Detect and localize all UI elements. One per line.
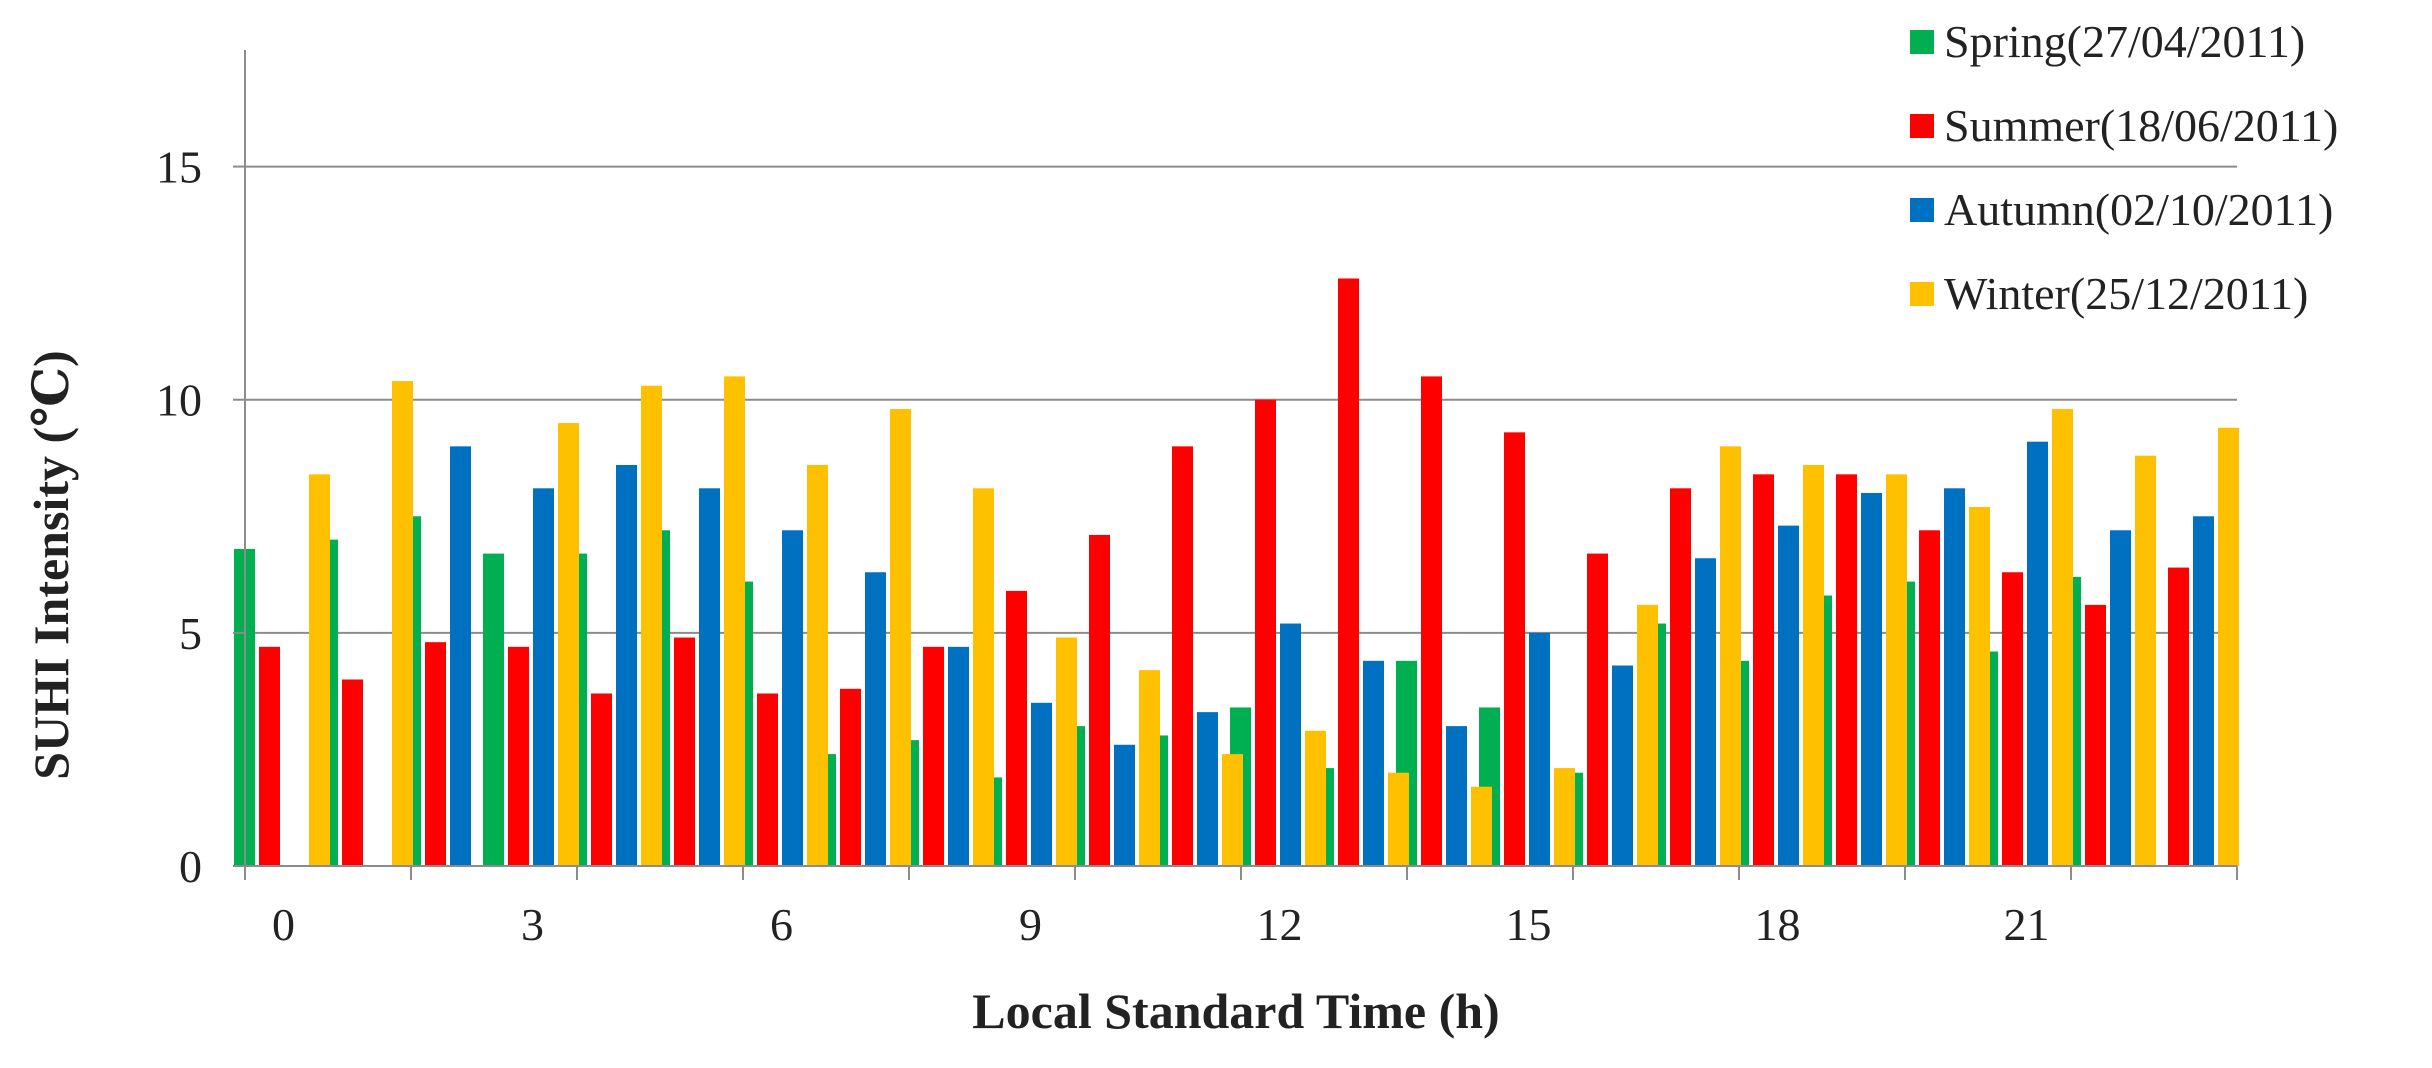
bar-summer-8 <box>923 646 944 866</box>
bar-winter-7 <box>890 409 911 866</box>
bar-autumn-5 <box>699 488 720 866</box>
bar-summer-11 <box>1172 446 1193 866</box>
bar-summer-16 <box>1587 553 1608 866</box>
bar-autumn-3 <box>533 488 554 866</box>
x-tick-label-18: 18 <box>1755 899 1801 950</box>
y-tick-label-10: 10 <box>156 375 202 426</box>
bar-autumn-6 <box>782 530 803 866</box>
bars <box>234 278 2239 867</box>
bar-summer-6 <box>757 693 778 866</box>
bar-autumn-19 <box>1861 492 1882 866</box>
legend: Spring(27/04/2011) Summer(18/06/2011) Autu… <box>1910 16 2338 319</box>
x-tick-label-0: 0 <box>272 899 295 950</box>
x-tick-labels: 0 3 6 9 12 15 18 21 <box>272 899 2050 950</box>
x-tick-label-21: 21 <box>2004 899 2050 950</box>
legend-label-winter: Winter(25/12/2011) <box>1944 268 2308 319</box>
bar-summer-20 <box>1919 530 1940 866</box>
bar-summer-21 <box>2002 572 2023 866</box>
bar-autumn-8 <box>948 646 969 866</box>
bar-winter-15 <box>1554 768 1575 866</box>
bar-summer-3 <box>508 646 529 866</box>
bar-summer-18 <box>1753 474 1774 866</box>
x-tick-label-12: 12 <box>1257 899 1303 950</box>
y-tick-labels: 0 5 10 15 <box>156 142 202 892</box>
bar-winter-5 <box>724 376 745 866</box>
bar-summer-10 <box>1089 534 1110 866</box>
bar-summer-2 <box>425 642 446 866</box>
axes <box>233 50 2238 880</box>
bar-autumn-11 <box>1197 712 1218 866</box>
legend-swatch-winter <box>1910 282 1934 306</box>
bar-autumn-10 <box>1114 744 1135 866</box>
bar-summer-15 <box>1504 432 1525 866</box>
legend-label-summer: Summer(18/06/2011) <box>1944 100 2338 151</box>
bar-summer-5 <box>674 637 695 866</box>
bar-summer-7 <box>840 688 861 866</box>
bar-autumn-12 <box>1280 623 1301 866</box>
bar-winter-16 <box>1637 604 1658 866</box>
x-tick-label-15: 15 <box>1506 899 1552 950</box>
bar-winter-22 <box>2135 455 2156 866</box>
bar-autumn-15 <box>1529 632 1550 866</box>
y-tick-label-5: 5 <box>179 608 202 659</box>
bar-autumn-22 <box>2110 530 2131 866</box>
legend-swatch-autumn <box>1910 198 1934 222</box>
bar-spring-3 <box>483 553 504 866</box>
bar-autumn-7 <box>865 572 886 866</box>
bar-winter-0 <box>309 474 330 866</box>
x-tick-label-9: 9 <box>1019 899 1042 950</box>
x-tick-label-6: 6 <box>770 899 793 950</box>
bar-winter-12 <box>1305 730 1326 866</box>
bar-winter-19 <box>1886 474 1907 866</box>
bar-winter-4 <box>641 385 662 866</box>
legend-label-autumn: Autumn(02/10/2011) <box>1944 184 2333 235</box>
bar-autumn-23 <box>2193 516 2214 866</box>
bar-summer-22 <box>2085 604 2106 866</box>
bar-summer-13 <box>1338 278 1359 867</box>
x-tick-label-3: 3 <box>521 899 544 950</box>
bar-winter-18 <box>1803 464 1824 866</box>
bar-autumn-9 <box>1031 702 1052 866</box>
bar-winter-3 <box>558 423 579 866</box>
y-tick-label-0: 0 <box>179 841 202 892</box>
y-axis-title: SUHI Intensity (℃) <box>23 350 79 779</box>
bar-summer-14 <box>1421 376 1442 866</box>
bar-winter-14 <box>1471 786 1492 866</box>
bar-summer-4 <box>591 693 612 866</box>
bar-autumn-21 <box>2027 441 2048 866</box>
bar-winter-8 <box>973 488 994 866</box>
bar-autumn-18 <box>1778 525 1799 866</box>
bar-summer-12 <box>1255 399 1276 866</box>
bar-winter-20 <box>1969 506 1990 866</box>
bar-autumn-2 <box>450 446 471 866</box>
bar-summer-23 <box>2168 567 2189 866</box>
y-tick-label-15: 15 <box>156 142 202 193</box>
bar-summer-17 <box>1670 488 1691 866</box>
bar-winter-1 <box>392 381 413 866</box>
x-axis-title: Local Standard Time (h) <box>972 983 1499 1039</box>
bar-summer-1 <box>342 679 363 866</box>
bar-winter-23 <box>2218 427 2239 866</box>
bar-autumn-16 <box>1612 665 1633 866</box>
bar-winter-9 <box>1056 637 1077 866</box>
bar-autumn-17 <box>1695 558 1716 866</box>
bar-winter-17 <box>1720 446 1741 866</box>
bar-summer-0 <box>259 646 280 866</box>
bar-autumn-14 <box>1446 726 1467 866</box>
bar-autumn-20 <box>1944 488 1965 866</box>
legend-swatch-spring <box>1910 30 1934 54</box>
bar-winter-13 <box>1388 772 1409 866</box>
bar-winter-6 <box>807 464 828 866</box>
bar-autumn-4 <box>616 464 637 866</box>
legend-swatch-summer <box>1910 114 1934 138</box>
bar-autumn-13 <box>1363 660 1384 866</box>
bar-winter-11 <box>1222 754 1243 866</box>
legend-label-spring: Spring(27/04/2011) <box>1944 16 2305 67</box>
bar-summer-9 <box>1006 590 1027 866</box>
bar-winter-21 <box>2052 409 2073 866</box>
bar-winter-10 <box>1139 670 1160 866</box>
bar-summer-19 <box>1836 474 1857 866</box>
